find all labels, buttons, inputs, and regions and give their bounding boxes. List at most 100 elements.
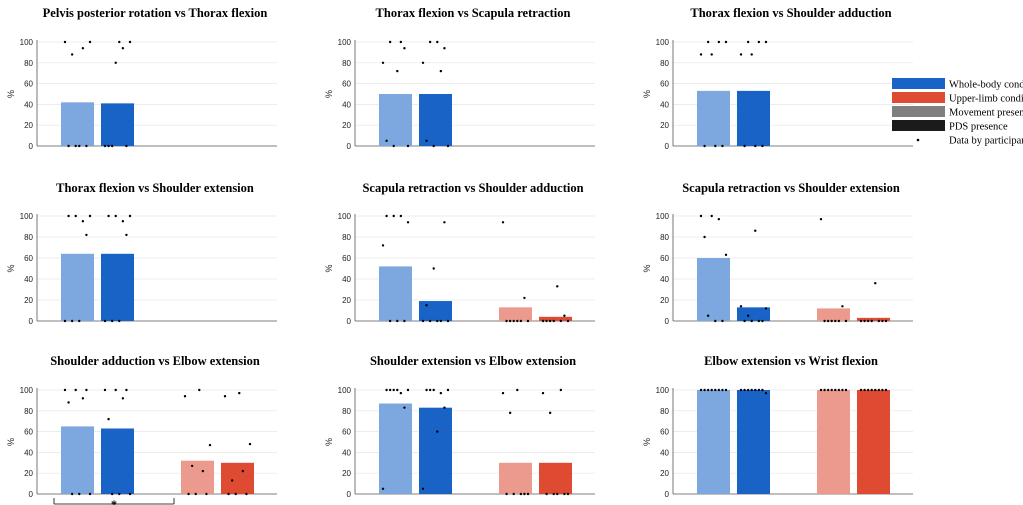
y-tick-label: 100 [338,386,352,395]
legend-label: PDS presence [949,122,1008,133]
bar-whole-body-pds [419,94,452,146]
bar-whole-body-movement [379,266,412,321]
participant-dot [710,214,713,218]
participant-dot [125,388,128,392]
participant-dot [446,319,450,323]
participant-dot [717,40,721,44]
y-axis-label: % [642,90,652,98]
participant-dot [863,319,866,323]
participant-dot [385,214,388,218]
participant-dot [743,388,746,392]
participant-dot [114,388,117,392]
bar-upper-limb-movement [499,307,532,321]
panel-1: Pelvis posterior rotation vs Thorax flex… [6,6,277,151]
participant-dot [523,296,526,300]
participant-dot [121,47,125,50]
participant-dot [381,244,385,247]
participant-dot [403,406,406,409]
y-tick-label: 100 [20,212,34,221]
participant-dot [63,40,67,44]
participant-dot [238,391,241,395]
legend-label: Data by participant [949,136,1023,147]
participant-dot [230,479,234,482]
y-tick-label: 60 [342,80,351,89]
participant-dot [241,469,245,473]
panel-title: Elbow extension vs Wrist flexion [704,354,878,368]
participant-dot [425,388,428,392]
y-axis-label: % [324,264,334,272]
participant-dot [870,388,873,392]
participant-dot [841,388,844,392]
participant-dot [88,492,92,496]
participant-dot [552,492,555,496]
participant-dot [699,388,703,392]
participant-dot [110,144,114,148]
participant-dot [724,40,728,44]
participant-dot [724,253,728,257]
participant-dot [830,388,833,392]
participant-dot [721,319,724,323]
participant-dot [754,144,757,148]
participant-dot [703,144,706,148]
participant-dot [884,319,888,323]
bar-whole-body-pds [737,307,770,321]
bar-whole-body-movement [379,94,412,146]
participant-dot [721,144,724,148]
participant-dot [837,388,841,392]
participant-dot [118,40,121,44]
y-tick-label: 40 [660,100,669,109]
participant-dot [717,388,721,392]
participant-dot [874,282,877,285]
panel-title: Shoulder adduction vs Elbow extension [50,354,260,368]
participant-dot [128,40,132,44]
participant-dot [548,411,552,415]
legend-swatch [892,106,945,117]
participant-dot [739,53,743,56]
participant-dot [764,391,768,395]
participant-dot [396,388,399,392]
bar-upper-limb-pds [539,462,572,494]
participant-dot [508,411,512,415]
participant-dot [406,144,410,148]
participant-dot [392,144,395,148]
y-tick-label: 0 [29,142,34,151]
panel-4: Thorax flexion vs Shoulder extension 0 20 4… [6,181,277,326]
participant-dot [710,388,713,392]
y-tick-label: 80 [24,59,33,68]
y-tick-label: 0 [665,142,670,151]
participant-dot [512,492,515,496]
participant-dot [81,220,85,223]
y-axis-label: % [642,264,652,272]
participant-dot [859,388,863,392]
participant-dot [81,397,85,400]
participant-dot [190,464,194,468]
y-tick-label: 40 [342,275,351,284]
participant-dot [556,492,559,496]
participant-dot [750,53,753,56]
bar-upper-limb-movement [817,308,850,321]
participant-dot [837,319,841,323]
y-tick-label: 100 [338,38,352,47]
panel-title: Scapula retraction vs Shoulder adduction [362,181,583,195]
legend: Whole-body condition Upper-limb condition… [892,78,1023,147]
bar-whole-body-pds [101,103,134,146]
y-tick-label: 40 [342,448,351,457]
y-tick-label: 80 [342,407,351,416]
participant-dot [399,391,403,395]
participant-dot [121,397,125,400]
bar-whole-body-movement [697,258,730,321]
participant-dot [512,319,515,323]
participant-dot [78,319,81,323]
y-axis-label: % [642,438,652,446]
participant-dot [706,40,710,44]
bar-whole-body-movement [61,426,94,494]
participant-dot [823,388,826,392]
participant-dot [78,492,81,496]
y-tick-label: 0 [347,490,352,499]
participant-dot [85,144,88,148]
y-axis-label: % [6,264,16,272]
participant-dot [67,214,70,218]
participant-dot [67,401,70,404]
participant-dot [234,492,237,496]
